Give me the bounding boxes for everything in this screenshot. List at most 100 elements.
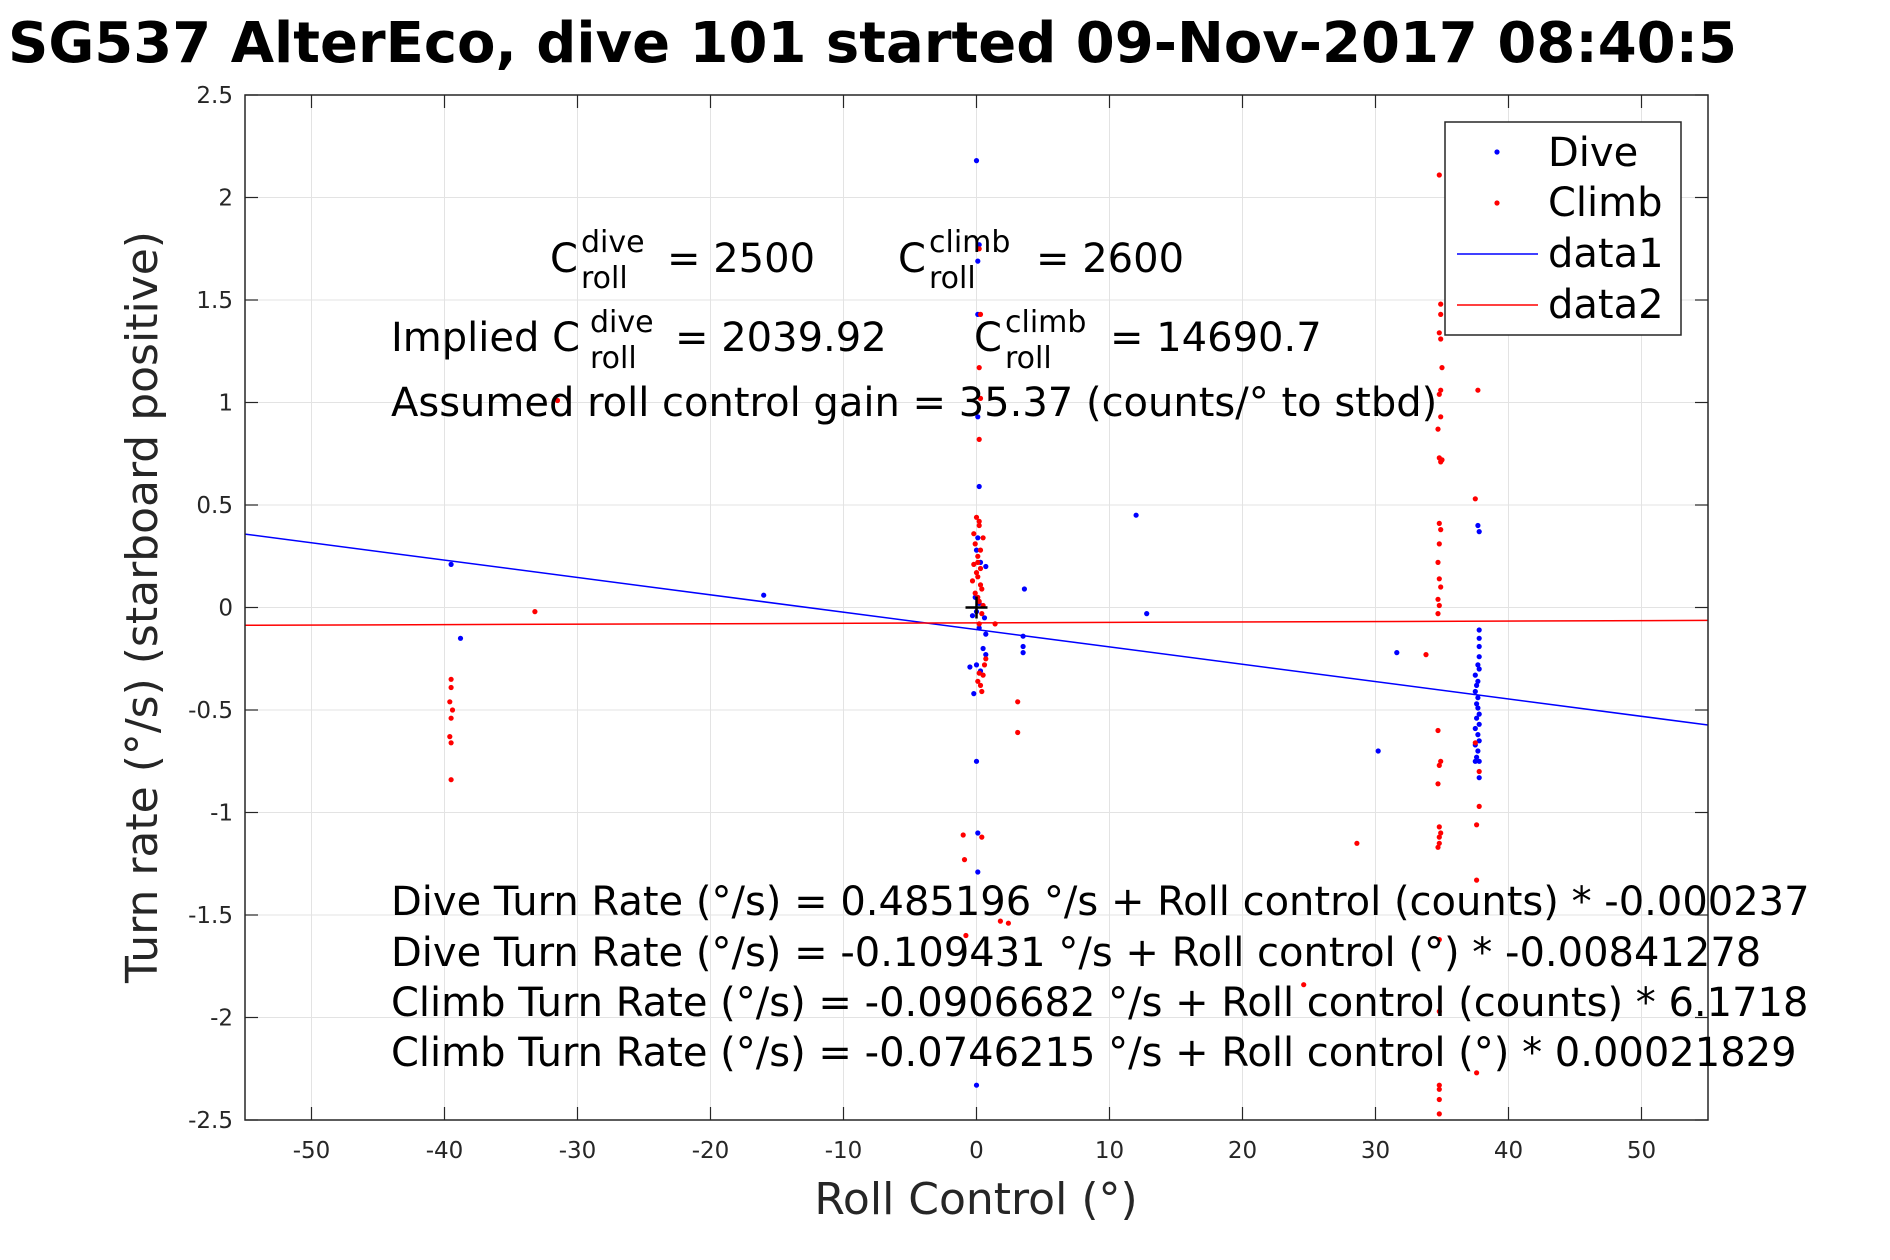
- point-dive: [1472, 672, 1478, 678]
- point-dive: [1021, 586, 1027, 592]
- point-dive: [1394, 650, 1400, 656]
- point-climb: [1436, 520, 1442, 527]
- point-dive: [975, 535, 981, 541]
- point-dive: [1472, 725, 1478, 732]
- point-climb: [960, 832, 966, 838]
- c-dive-sup: dive: [581, 225, 645, 260]
- point-dive: [973, 547, 980, 553]
- point-climb: [975, 678, 981, 684]
- point-dive: [1476, 635, 1482, 641]
- point-climb: [1435, 844, 1441, 850]
- implied-climb-base: C: [974, 315, 1002, 361]
- point-climb: [1438, 414, 1444, 420]
- legend-data1-label: data1: [1548, 231, 1664, 277]
- point-climb: [1015, 729, 1021, 736]
- point-climb: [532, 609, 538, 615]
- point-climb: [1476, 803, 1482, 810]
- equation-climb-counts: Climb Turn Rate (°/s) = -0.0906682 °/s +…: [391, 980, 1808, 1026]
- point-climb: [1435, 611, 1441, 617]
- point-climb: [447, 699, 453, 705]
- point-climb: [976, 365, 982, 371]
- point-climb: [977, 547, 984, 553]
- point-dive: [1476, 711, 1482, 717]
- series-line-data1: [244, 533, 1709, 726]
- point-climb: [1301, 982, 1307, 988]
- origin-marker: [965, 596, 988, 619]
- point-dive: [1475, 748, 1481, 754]
- point-dive: [1476, 721, 1482, 727]
- point-climb: [1436, 1086, 1442, 1092]
- point-dive: [1144, 611, 1150, 617]
- point-climb: [1435, 727, 1441, 734]
- point-climb: [977, 395, 984, 401]
- coefficient-annotations: C dive roll = 2500 C climb roll = 2600 I…: [391, 225, 1437, 426]
- point-climb: [1436, 1111, 1442, 1117]
- y-tick-label: -1: [210, 801, 233, 827]
- implied-climb-sub: roll: [1005, 341, 1052, 376]
- point-climb: [1436, 1008, 1442, 1015]
- point-climb: [972, 541, 978, 547]
- point-climb: [1435, 596, 1441, 602]
- point-dive: [975, 830, 981, 836]
- x-tick-label: 50: [1627, 1138, 1656, 1164]
- x-tick-label: 30: [1361, 1138, 1390, 1164]
- y-tick-label: 2: [218, 186, 233, 212]
- point-climb: [1436, 824, 1442, 830]
- regression-equations: Dive Turn Rate (°/s) = 0.485196 °/s + Ro…: [391, 879, 1810, 1076]
- point-dive: [1375, 748, 1381, 754]
- x-tick-label: 20: [1228, 1138, 1257, 1164]
- point-dive: [980, 645, 986, 652]
- point-climb: [975, 553, 981, 559]
- c-dive-sub: roll: [581, 261, 628, 296]
- point-dive: [969, 613, 976, 619]
- point-dive: [1476, 627, 1482, 633]
- legend-climb-marker: [1494, 200, 1500, 206]
- point-dive: [761, 592, 767, 598]
- point-climb: [973, 570, 980, 576]
- point-climb: [1436, 762, 1442, 769]
- point-climb: [1438, 758, 1444, 764]
- point-climb: [1423, 652, 1429, 658]
- legend-dive-label: Dive: [1548, 130, 1638, 176]
- point-climb: [1438, 830, 1444, 836]
- point-climb: [997, 918, 1004, 924]
- point-climb: [1436, 840, 1442, 846]
- point-climb: [1474, 1070, 1480, 1076]
- point-climb: [976, 670, 982, 676]
- point-climb: [1436, 834, 1442, 840]
- point-dive: [1476, 654, 1482, 660]
- c-climb-sub: roll: [929, 261, 976, 296]
- point-climb: [963, 932, 969, 939]
- point-dive: [975, 414, 981, 420]
- point-dive: [1476, 758, 1482, 764]
- point-climb: [1475, 387, 1481, 393]
- y-tick-label: -1.5: [188, 903, 233, 929]
- point-climb: [992, 621, 998, 627]
- point-climb: [1436, 391, 1442, 397]
- implied-prefix: Implied C: [391, 315, 580, 361]
- point-climb: [554, 397, 561, 404]
- y-tick-label: 2.5: [196, 83, 233, 109]
- series-line-data2: [244, 619, 1709, 627]
- point-climb: [969, 578, 976, 584]
- point-climb: [1476, 768, 1482, 775]
- y-tick-label: 1: [218, 391, 233, 417]
- point-climb: [1438, 584, 1444, 590]
- point-climb: [448, 777, 454, 783]
- y-tick-label: -0.5: [188, 698, 233, 724]
- point-dive: [1474, 701, 1480, 707]
- point-climb: [971, 561, 977, 568]
- point-climb: [975, 574, 981, 580]
- point-dive: [1472, 688, 1478, 695]
- implied-climb-value: = 14690.7: [1110, 315, 1322, 361]
- point-climb: [976, 518, 982, 525]
- point-dive: [973, 662, 980, 668]
- equation-dive-degrees: Dive Turn Rate (°/s) = -0.109431 °/s + R…: [391, 930, 1761, 976]
- point-climb: [979, 586, 985, 592]
- point-climb: [1474, 822, 1480, 828]
- point-dive: [1474, 682, 1480, 689]
- c-climb-sup: climb: [929, 225, 1010, 260]
- point-dive: [983, 652, 989, 658]
- point-climb: [1436, 937, 1442, 943]
- point-climb: [977, 682, 984, 689]
